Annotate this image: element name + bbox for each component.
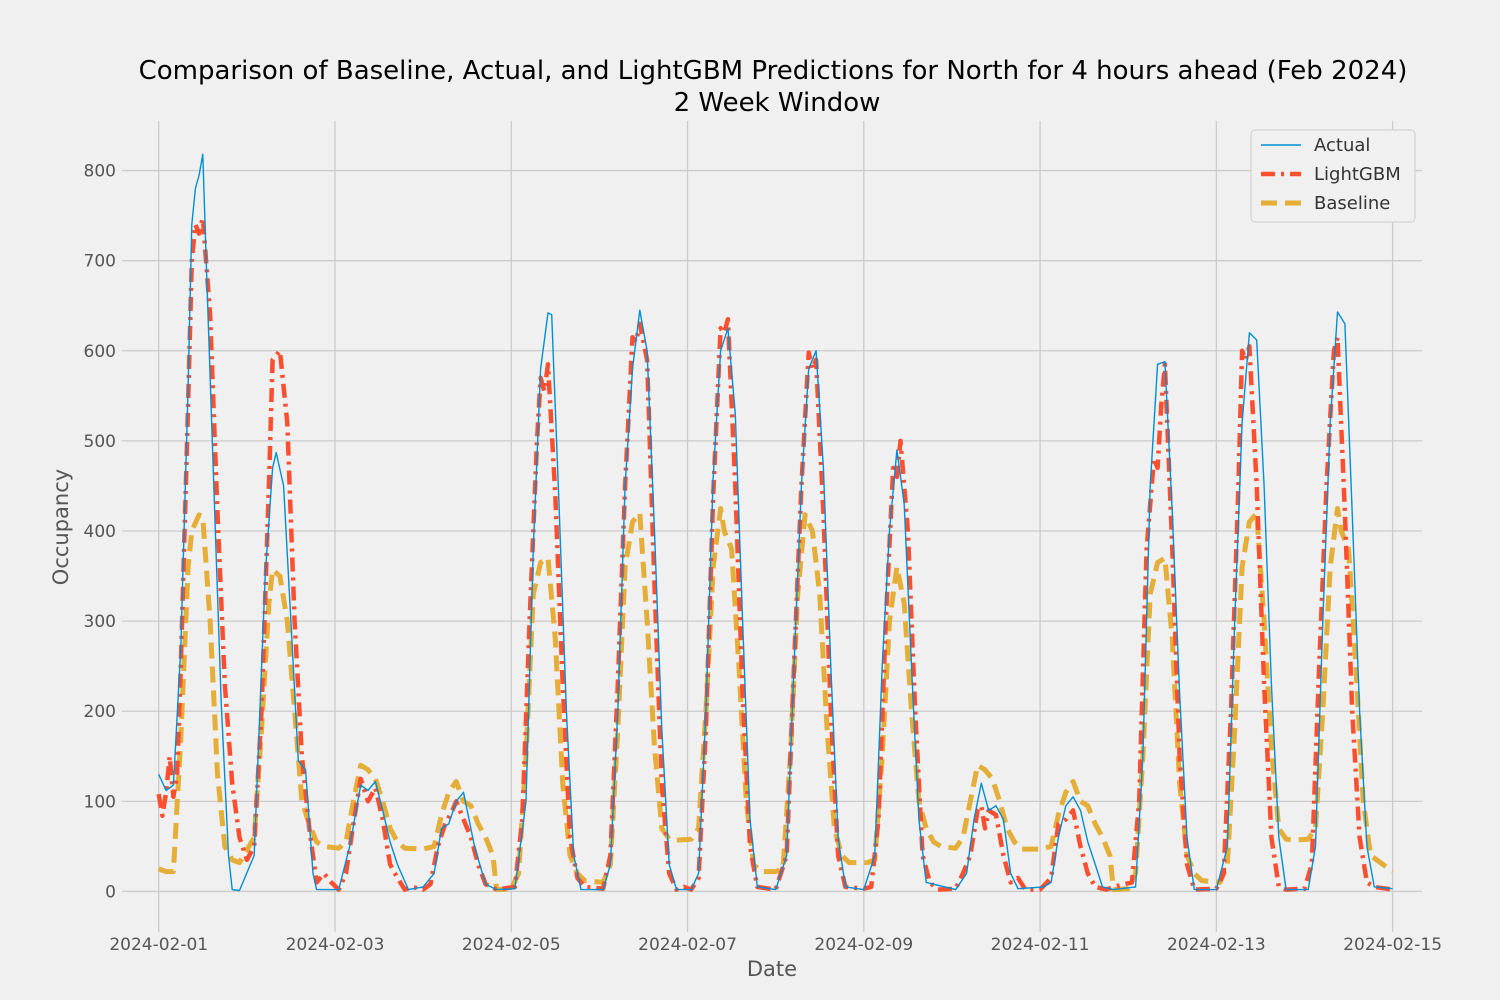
series-lines: [156, 153, 1395, 893]
x-axis-label: Date: [747, 957, 797, 981]
series-line-lightgbm: [156, 215, 1393, 892]
y-tick-label: 200: [84, 702, 116, 722]
y-tick-label: 800: [84, 162, 116, 182]
x-tick-label: 2024-02-11: [991, 935, 1090, 955]
y-axis-label: Occupancy: [49, 469, 73, 585]
legend-label-lightgbm: LightGBM: [1314, 164, 1401, 185]
y-tick-label: 700: [84, 252, 116, 272]
legend: Actual LightGBM Baseline: [1250, 129, 1416, 223]
x-tick-label: 2024-02-03: [286, 935, 385, 955]
y-tick-label: 300: [84, 612, 116, 632]
chart-title: Comparison of Baseline, Actual, and Ligh…: [139, 56, 1408, 86]
y-tick-label: 600: [84, 342, 116, 362]
chart-subtitle: 2 Week Window: [674, 88, 881, 118]
grid: [122, 121, 1422, 932]
x-axis-ticks: 2024-02-01 2024-02-03 2024-02-05 2024-02-07…: [109, 935, 1442, 955]
x-tick-label: 2024-02-07: [638, 935, 737, 955]
series-line-baseline: [157, 506, 1395, 893]
x-tick-label: 2024-02-13: [1167, 935, 1266, 955]
legend-box: [1250, 129, 1416, 223]
legend-label-actual: Actual: [1314, 135, 1370, 156]
x-tick-label: 2024-02-09: [814, 935, 913, 955]
legend-label-baseline: Baseline: [1314, 193, 1390, 214]
x-tick-label: 2024-02-05: [462, 935, 561, 955]
x-tick-label: 2024-02-15: [1343, 935, 1442, 955]
y-tick-label: 0: [105, 882, 116, 902]
y-tick-label: 400: [84, 522, 116, 542]
y-tick-label: 500: [84, 432, 116, 452]
series-line-actual: [158, 153, 1393, 892]
x-tick-label: 2024-02-01: [109, 935, 208, 955]
y-tick-label: 100: [84, 792, 116, 812]
y-axis-ticks: 0 100 200 300 400 500 600 700 800: [84, 162, 116, 903]
